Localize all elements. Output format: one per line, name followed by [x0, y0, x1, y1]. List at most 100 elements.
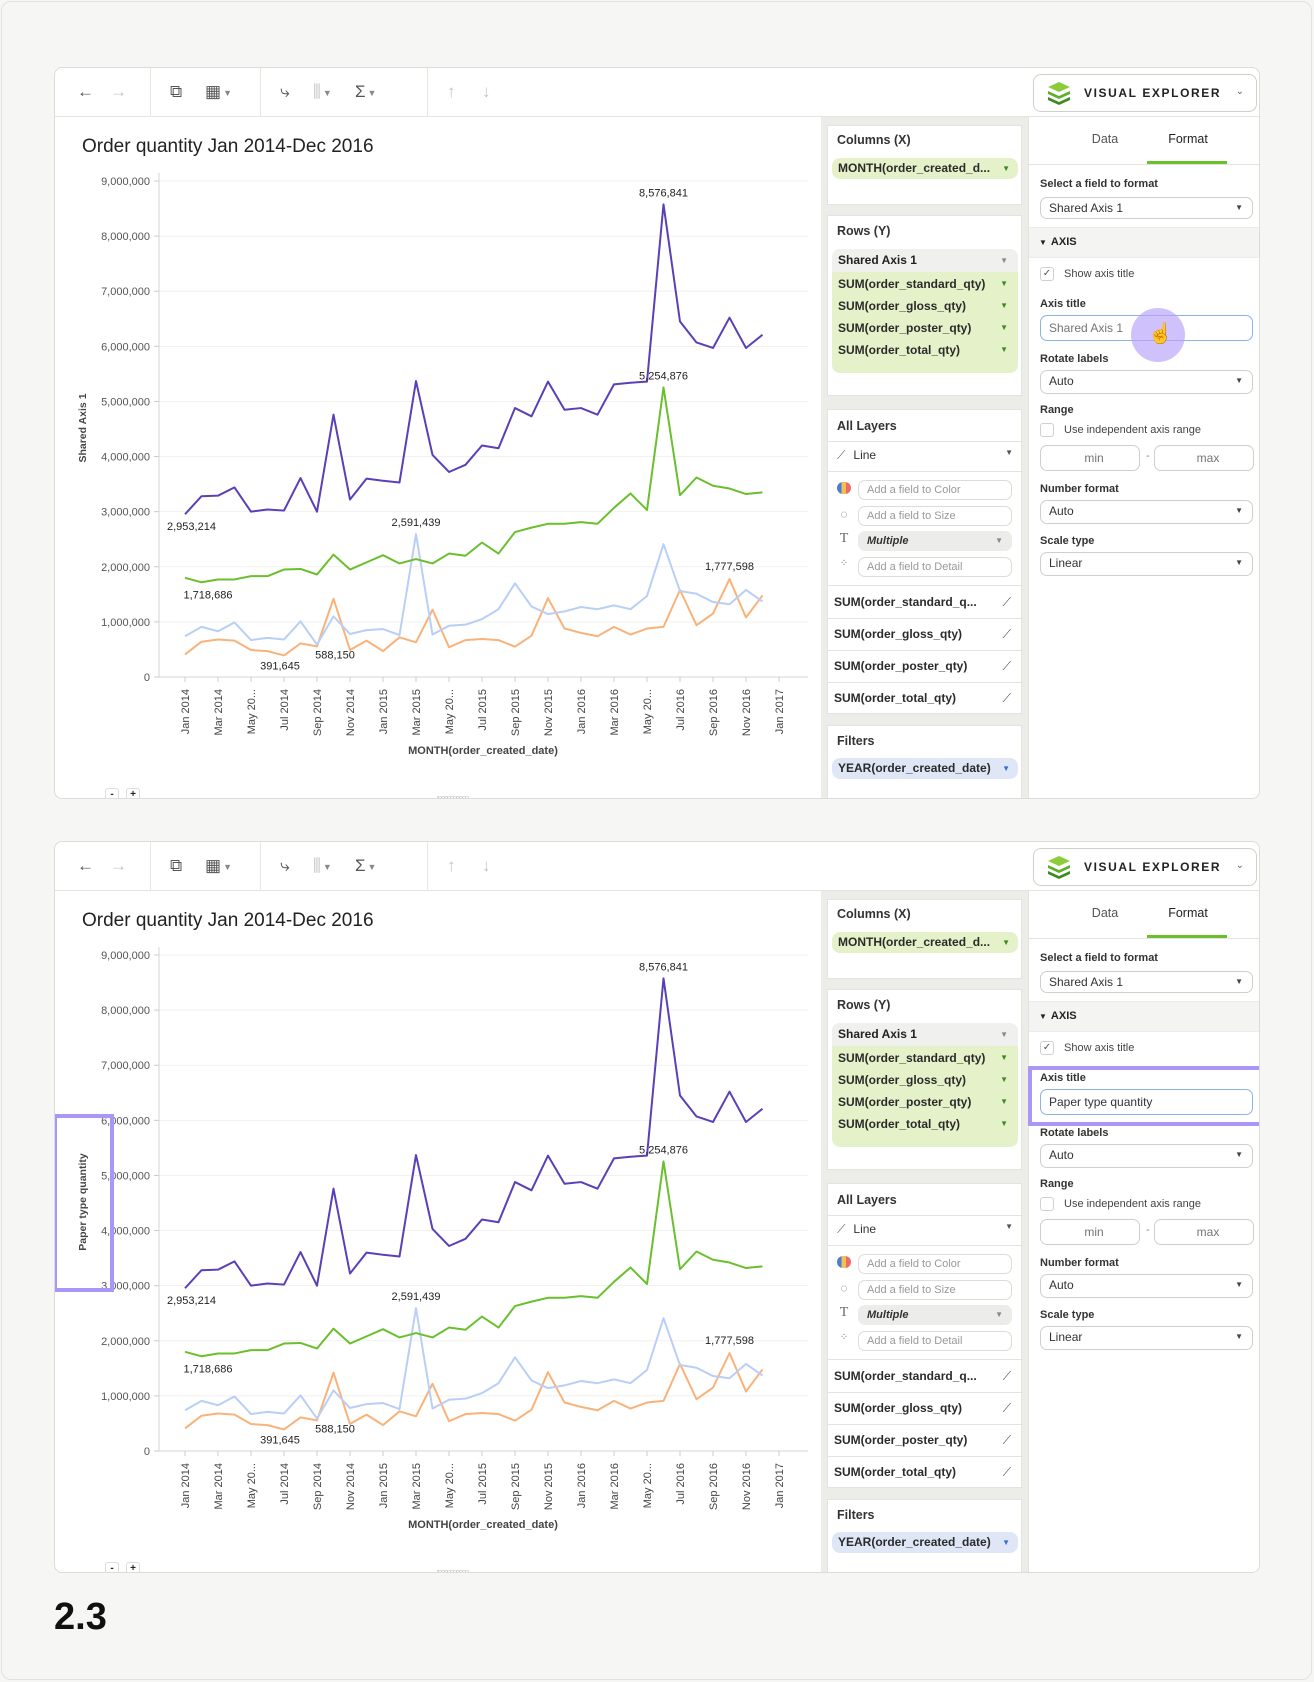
rows-field-pill[interactable]: SUM(order_gloss_qty) ▼ [832, 297, 1018, 315]
range-max-input[interactable] [1154, 1219, 1254, 1245]
show-axis-title-checkbox[interactable]: ✓ [1040, 1041, 1054, 1055]
dropdown-arrow-icon[interactable]: ▼ [1000, 279, 1008, 288]
zoom-in-button[interactable]: + [126, 1562, 140, 1572]
independent-range-checkbox[interactable] [1040, 423, 1054, 437]
swap-axes-button[interactable]: ⤷ [280, 856, 290, 876]
independent-range-checkbox[interactable] [1040, 1197, 1054, 1211]
columns-field-pill[interactable]: MONTH(order_created_d... ▼ [832, 932, 1018, 953]
scale-type-dropdown[interactable]: Linear ▼ [1040, 1326, 1253, 1350]
color-palette-icon[interactable] [836, 482, 852, 497]
layer-series-item[interactable]: SUM(order_standard_q... ⟋ [828, 1360, 1021, 1392]
dropdown-arrow-icon[interactable]: ▼ [1000, 301, 1008, 310]
detail-field-dropzone[interactable]: Add a field to Detail [858, 557, 1012, 577]
layer-series-item[interactable]: SUM(order_total_qty) ⟋ [828, 1456, 1021, 1488]
rows-field-pill[interactable]: SUM(order_poster_qty) ▼ [832, 1093, 1018, 1111]
tab-data[interactable]: Data [1091, 906, 1119, 920]
filter-pill[interactable]: YEAR(order_created_date) ▼ [832, 1532, 1018, 1553]
detail-icon[interactable]: ⁘ [839, 558, 849, 569]
color-field-dropzone[interactable]: Add a field to Color [858, 480, 1012, 500]
number-format-dropdown[interactable]: Auto ▼ [1040, 1274, 1253, 1298]
dropdown-arrow-icon[interactable]: ▼ [1000, 1053, 1008, 1062]
swap-axes-button[interactable]: ⤷ [280, 82, 290, 102]
detail-icon[interactable]: ⁘ [839, 1332, 849, 1343]
series-line-sum-order-standard-qty-[interactable] [184, 386, 763, 584]
size-icon[interactable]: ◌ [840, 1281, 848, 1295]
label-field-pill[interactable]: Multiple ▼ [858, 531, 1012, 551]
color-field-dropzone[interactable]: Add a field to Color [858, 1254, 1012, 1274]
size-icon[interactable]: ◌ [840, 507, 848, 521]
dropdown-arrow-icon[interactable]: ▼ [1000, 256, 1008, 265]
add-sheet-button[interactable]: ⧉ [170, 82, 182, 102]
mark-type-select[interactable]: ⟋ Line ▼ [837, 1222, 1013, 1237]
show-axis-title-checkbox[interactable]: ✓ [1040, 267, 1054, 281]
sort-chart-button[interactable]: ⫼ ▼ [313, 856, 332, 877]
line-chart-icon[interactable]: ⟋ [1002, 1369, 1011, 1383]
dropdown-arrow-icon[interactable]: ▼ [1002, 764, 1010, 773]
columns-field-pill[interactable]: MONTH(order_created_d... ▼ [832, 158, 1018, 179]
sort-chart-button[interactable]: ⫼ ▼ [313, 82, 332, 103]
tab-format[interactable]: Format [1168, 906, 1208, 920]
number-format-dropdown[interactable]: Auto ▼ [1040, 500, 1253, 524]
axis-title-input[interactable] [1040, 1089, 1253, 1115]
rows-field-pill[interactable]: SUM(order_standard_qty) ▼ [832, 1049, 1018, 1067]
range-max-input[interactable] [1154, 445, 1254, 471]
range-min-input[interactable] [1040, 445, 1140, 471]
series-line-sum-order-gloss-qty-[interactable] [184, 533, 764, 646]
range-min-input[interactable] [1040, 1219, 1140, 1245]
dropdown-arrow-icon[interactable]: ▼ [1000, 1075, 1008, 1084]
scale-type-dropdown[interactable]: Linear ▼ [1040, 552, 1253, 576]
layer-series-item[interactable]: SUM(order_gloss_qty) ⟋ [828, 618, 1021, 650]
add-sheet-button[interactable]: ⧉ [170, 856, 182, 876]
series-line-sum-order-total-qty-[interactable] [184, 203, 764, 515]
resize-handle[interactable] [437, 796, 469, 798]
dropdown-arrow-icon[interactable]: ▼ [1000, 1097, 1008, 1106]
back-button[interactable]: ← [77, 856, 94, 876]
aggregate-button[interactable]: Σ ▼ [355, 856, 376, 877]
dropdown-arrow-icon[interactable]: ▼ [1000, 1030, 1008, 1039]
size-field-dropzone[interactable]: Add a field to Size [858, 506, 1012, 526]
mark-type-select[interactable]: ⟋ Line ▼ [837, 448, 1013, 463]
sort-ascending-button[interactable]: ↑ [447, 82, 456, 102]
detail-field-dropzone[interactable]: Add a field to Detail [858, 1331, 1012, 1351]
size-field-dropzone[interactable]: Add a field to Size [858, 1280, 1012, 1300]
tab-format[interactable]: Format [1168, 132, 1208, 146]
axis-section-header[interactable]: ▼ AXIS [1029, 1001, 1259, 1032]
clear-chart-button[interactable]: ▦ ▼ [205, 856, 232, 877]
rotate-labels-dropdown[interactable]: Auto ▼ [1040, 1144, 1253, 1168]
back-button[interactable]: ← [77, 82, 94, 102]
rows-field-pill[interactable]: SUM(order_standard_qty) ▼ [832, 275, 1018, 293]
zoom-in-button[interactable]: + [126, 788, 140, 798]
visual-explorer-menu[interactable]: VISUAL EXPLORER ⌄ [1033, 74, 1257, 112]
rows-field-pill[interactable]: SUM(order_gloss_qty) ▼ [832, 1071, 1018, 1089]
rows-field-pill[interactable]: SUM(order_poster_qty) ▼ [832, 319, 1018, 337]
rows-field-pill[interactable]: SUM(order_total_qty) ▼ [832, 1115, 1018, 1133]
sort-descending-button[interactable]: ↓ [482, 856, 491, 876]
layer-series-item[interactable]: SUM(order_total_qty) ⟋ [828, 682, 1021, 714]
series-line-sum-order-poster-qty-[interactable] [184, 578, 764, 657]
select-field-dropdown[interactable]: Shared Axis 1 ▼ [1040, 971, 1253, 993]
tab-data[interactable]: Data [1091, 132, 1119, 146]
sort-descending-button[interactable]: ↓ [482, 82, 491, 102]
text-label-icon[interactable]: T [839, 1305, 849, 1320]
visual-explorer-menu[interactable]: VISUAL EXPLORER ⌄ [1033, 848, 1257, 886]
line-chart-icon[interactable]: ⟋ [1002, 1401, 1011, 1415]
layer-series-item[interactable]: SUM(order_poster_qty) ⟋ [828, 650, 1021, 682]
zoom-out-button[interactable]: - [105, 1562, 119, 1572]
dropdown-arrow-icon[interactable]: ▼ [1002, 1538, 1010, 1547]
rows-field-pill[interactable]: SUM(order_total_qty) ▼ [832, 341, 1018, 359]
shared-axis-group[interactable]: Shared Axis 1 ▼ [832, 1023, 1018, 1046]
series-line-sum-order-gloss-qty-[interactable] [184, 1307, 764, 1420]
rotate-labels-dropdown[interactable]: Auto ▼ [1040, 370, 1253, 394]
forward-button[interactable]: → [110, 856, 127, 876]
axis-section-header[interactable]: ▼ AXIS [1029, 227, 1259, 258]
filter-pill[interactable]: YEAR(order_created_date) ▼ [832, 758, 1018, 779]
layer-series-item[interactable]: SUM(order_gloss_qty) ⟋ [828, 1392, 1021, 1424]
aggregate-button[interactable]: Σ ▼ [355, 82, 376, 103]
clear-chart-button[interactable]: ▦ ▼ [205, 82, 232, 103]
shared-axis-group[interactable]: Shared Axis 1 ▼ [832, 249, 1018, 272]
dropdown-arrow-icon[interactable]: ▼ [1000, 1119, 1008, 1128]
line-chart-icon[interactable]: ⟋ [1002, 659, 1011, 673]
color-palette-icon[interactable] [836, 1256, 852, 1271]
line-chart-icon[interactable]: ⟋ [1002, 1433, 1011, 1447]
line-chart-icon[interactable]: ⟋ [1002, 595, 1011, 609]
